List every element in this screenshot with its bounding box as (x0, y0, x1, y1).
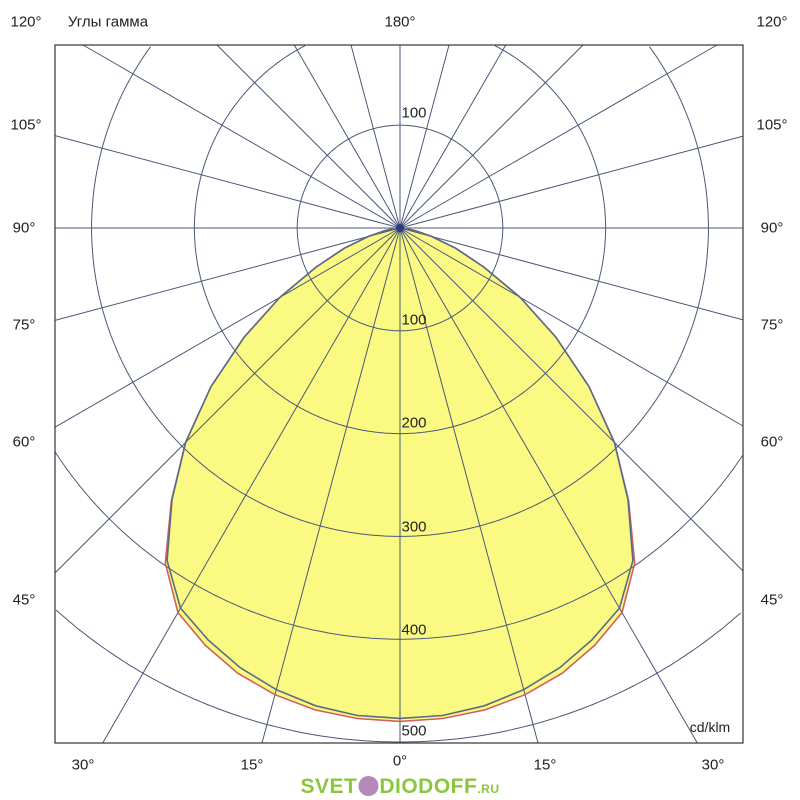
grid-spoke (399, 227, 698, 744)
ring-label-300: 300 (401, 518, 427, 536)
grid-spoke (399, 227, 744, 572)
grid-ring (54, 451, 744, 640)
grid-spoke (399, 44, 507, 229)
logo-dot-icon (358, 776, 379, 796)
chart-title: Углы гамма (67, 13, 149, 31)
angle-label-75-left: 75° (12, 316, 36, 334)
grid-spoke (399, 44, 718, 229)
distribution-curve (166, 227, 634, 720)
angle-label-120-right: 120° (756, 13, 788, 31)
angle-label-90-right: 90° (760, 219, 784, 237)
ring-label-200: 200 (401, 414, 427, 432)
angle-label-120-left: 120° (10, 13, 42, 31)
grid-spoke (54, 135, 401, 229)
angle-label-60-left: 60° (12, 433, 36, 451)
grid-spoke (350, 44, 401, 229)
angle-label-15-bottom-left: 15° (240, 756, 264, 774)
ring-label-500: 500 (401, 722, 427, 740)
angle-label-60-right: 60° (760, 433, 784, 451)
grid-spoke (261, 227, 401, 744)
grid-ring (55, 609, 741, 743)
grid-spoke (399, 227, 539, 744)
angle-label-0-bottom: 0° (392, 752, 408, 770)
grid-spoke (54, 227, 401, 428)
angle-label-105-right: 105° (756, 116, 788, 134)
grid-spoke (54, 227, 401, 321)
grid-spoke (399, 227, 744, 321)
grid-ring (193, 45, 607, 435)
angle-label-30-bottom-left: 30° (71, 756, 95, 774)
grid-spoke (54, 227, 401, 574)
unit-label: cd/klm (689, 719, 731, 735)
grid-spoke (293, 44, 401, 229)
angle-label-75-right: 75° (760, 316, 784, 334)
angle-label-45-left: 45° (12, 591, 36, 609)
angle-label-105-left: 105° (10, 116, 42, 134)
watermark-logo: SVET DIODOFF.RU (300, 775, 500, 798)
angle-label-45-right: 45° (760, 591, 784, 609)
angle-label-180: 180° (384, 13, 416, 31)
grid-spoke (216, 44, 401, 229)
grid-spoke (399, 227, 744, 427)
angle-label-30-bottom-right: 30° (701, 756, 725, 774)
center-point (396, 224, 404, 232)
ring-label-400: 400 (401, 621, 427, 639)
grid-spoke (102, 227, 401, 744)
grid-spoke (399, 135, 744, 229)
ring-label-100: 100 (401, 311, 427, 329)
grid-spoke (82, 44, 401, 229)
grid-spoke (399, 44, 584, 229)
plot-frame (54, 44, 744, 744)
angle-label-90-left: 90° (12, 219, 36, 237)
ring-label-upper-100: 100 (401, 104, 427, 122)
grid-spoke (399, 44, 450, 229)
angle-label-15-bottom-right: 15° (533, 756, 557, 774)
